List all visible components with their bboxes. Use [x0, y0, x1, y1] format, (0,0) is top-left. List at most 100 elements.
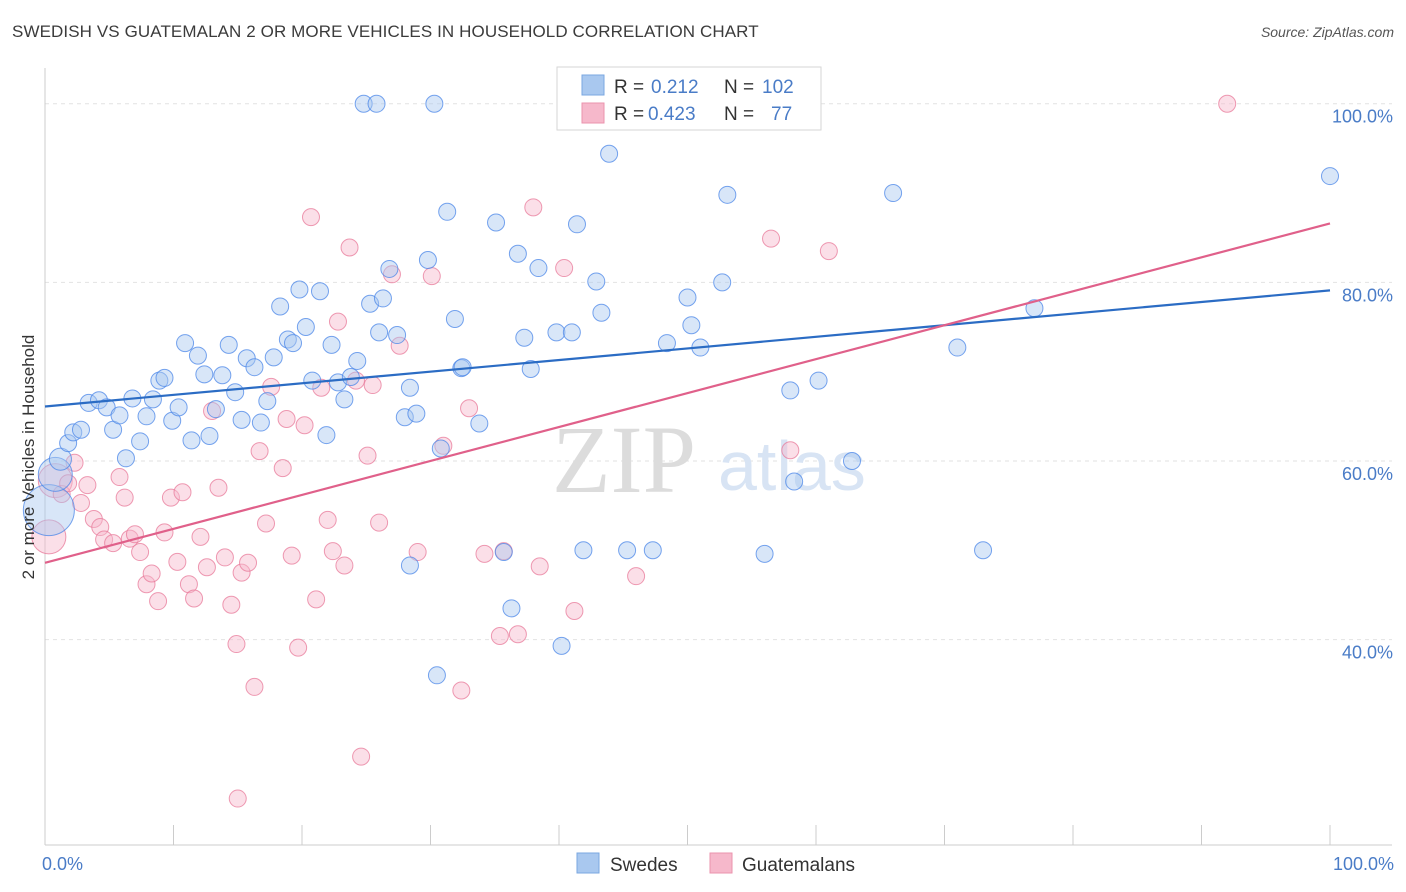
- swedes-point-93: [884, 184, 903, 203]
- swedes-point-39: [296, 318, 315, 336]
- legend-bottom: Swedes Guatemalans: [576, 852, 855, 876]
- watermark-atlas: atlas: [718, 427, 866, 505]
- swedes-point-31: [245, 358, 264, 377]
- swedes-point-13: [131, 432, 150, 451]
- guatemalans-point-66: [524, 198, 543, 217]
- guatemalans-trend-line: [44, 222, 1331, 564]
- y-tick-label-3: 100.0%: [1332, 107, 1393, 127]
- swedes-point-38: [290, 280, 309, 299]
- swedes-point-28: [226, 383, 245, 402]
- guatemalans-point-73: [819, 242, 838, 261]
- swedes-point-53: [388, 326, 407, 345]
- swedes-point-94: [948, 338, 967, 357]
- guatemalans-point-42: [295, 416, 314, 435]
- guatemalans-point-29: [215, 548, 234, 567]
- swedes-point-50: [370, 323, 389, 342]
- guatemalans-point-52: [352, 747, 371, 766]
- source-label: Source: ZipAtlas.com: [1260, 24, 1394, 40]
- swedes-point-25: [206, 400, 225, 419]
- guatemalans-point-3: [59, 474, 78, 493]
- swedes-point-47: [348, 351, 367, 370]
- swedes-trend-line: [44, 289, 1331, 408]
- watermark: ZIP atlas: [552, 406, 866, 513]
- guatemalans-point-26: [197, 558, 216, 577]
- swedes-point-33: [258, 392, 277, 411]
- swedes-point-5: [71, 420, 90, 439]
- y-axis-title: 2 or more Vehicles in Household: [19, 335, 38, 580]
- guatemalans-point-21: [168, 552, 187, 571]
- grid-lines: [45, 103, 1392, 641]
- guatemalans-point-50: [340, 238, 359, 257]
- swedes-point-90: [785, 472, 804, 491]
- guatemalans-point-47: [323, 542, 342, 561]
- guatemalans-point-67: [530, 557, 549, 576]
- guatemalans-point-6: [78, 476, 97, 495]
- legend-r-label-swedes: R =: [614, 77, 644, 98]
- swedes-point-57: [418, 251, 437, 270]
- guatemalans-point-60: [434, 436, 453, 455]
- guatemalans-point-2: [52, 485, 71, 504]
- guatemalans-point-23: [179, 575, 198, 594]
- swedes-point-78: [592, 303, 611, 322]
- swedes-point-92: [842, 451, 861, 470]
- legend-r-value-guatemalans: 0.423: [648, 104, 696, 125]
- swedes-point-87: [718, 185, 737, 204]
- guatemalans-point-75: [228, 789, 247, 808]
- legend-swatch-swedes: [581, 74, 605, 96]
- guatemalans-point-56: [382, 265, 401, 284]
- swedes-point-54: [395, 408, 414, 427]
- y-tick-label-0: 40.0%: [1342, 643, 1393, 663]
- guatemalans-point-20: [161, 488, 180, 507]
- swedes-point-0: [22, 484, 75, 537]
- swedes-point-64: [470, 414, 489, 433]
- guatemalans-point-28: [209, 478, 228, 497]
- guatemalans-point-45: [312, 378, 331, 397]
- swedes-point-99: [400, 556, 419, 575]
- legend-r-value-swedes: 0.212: [651, 77, 699, 98]
- legend-r-label-guatemalans: R =: [614, 104, 644, 125]
- guatemalans-point-58: [408, 543, 427, 562]
- swedes-point-10: [110, 406, 129, 425]
- swedes-point-41: [310, 282, 329, 301]
- legend-bottom-swatch-swedes: [576, 852, 600, 874]
- swedes-point-82: [657, 334, 676, 353]
- guatemalans-point-53: [358, 446, 377, 465]
- swedes-point-61: [445, 309, 464, 328]
- swedes-point-43: [322, 335, 341, 354]
- swedes-point-22: [188, 346, 207, 365]
- swedes-point-66: [494, 543, 513, 562]
- guatemalans-point-43: [301, 208, 320, 227]
- guatemalans-point-30: [222, 595, 241, 614]
- guatemalans-point-41: [289, 638, 308, 657]
- chart-title: SWEDISH VS GUATEMALAN 2 OR MORE VEHICLES…: [12, 22, 759, 41]
- swedes-point-68: [508, 244, 527, 263]
- swedes-point-42: [317, 426, 336, 445]
- swedes-point-67: [502, 599, 521, 618]
- guatemalans-point-65: [508, 625, 527, 644]
- swedes-point-37: [284, 334, 303, 353]
- guatemalans-point-15: [131, 543, 150, 562]
- guatemalans-point-68: [555, 259, 574, 278]
- swedes-point-16: [150, 371, 169, 390]
- swedes-point-79: [600, 144, 619, 163]
- watermark-zip: ZIP: [552, 406, 696, 513]
- swedes-point-65: [487, 213, 506, 232]
- guatemalans-point-31: [227, 635, 246, 654]
- swedes-point-23: [195, 365, 214, 384]
- swedes-point-97: [1321, 167, 1339, 186]
- guatemalans-point-70: [627, 567, 646, 586]
- swedes-point-95: [974, 541, 993, 560]
- y-tick-label-1: 60.0%: [1342, 464, 1393, 484]
- guatemalans-point-44: [307, 590, 326, 609]
- swedes-point-15: [143, 390, 162, 409]
- swedes-point-100: [367, 94, 386, 113]
- guatemalans-point-16: [137, 575, 156, 594]
- guatemalans-point-11: [110, 468, 129, 487]
- guatemalans-point-46: [318, 510, 337, 529]
- guatemalans-point-54: [363, 376, 382, 395]
- swedes-point-21: [182, 431, 201, 450]
- swedes-point-20: [176, 334, 195, 353]
- swedes-point-72: [547, 323, 566, 342]
- legend-swatch-guatemalans: [581, 102, 605, 124]
